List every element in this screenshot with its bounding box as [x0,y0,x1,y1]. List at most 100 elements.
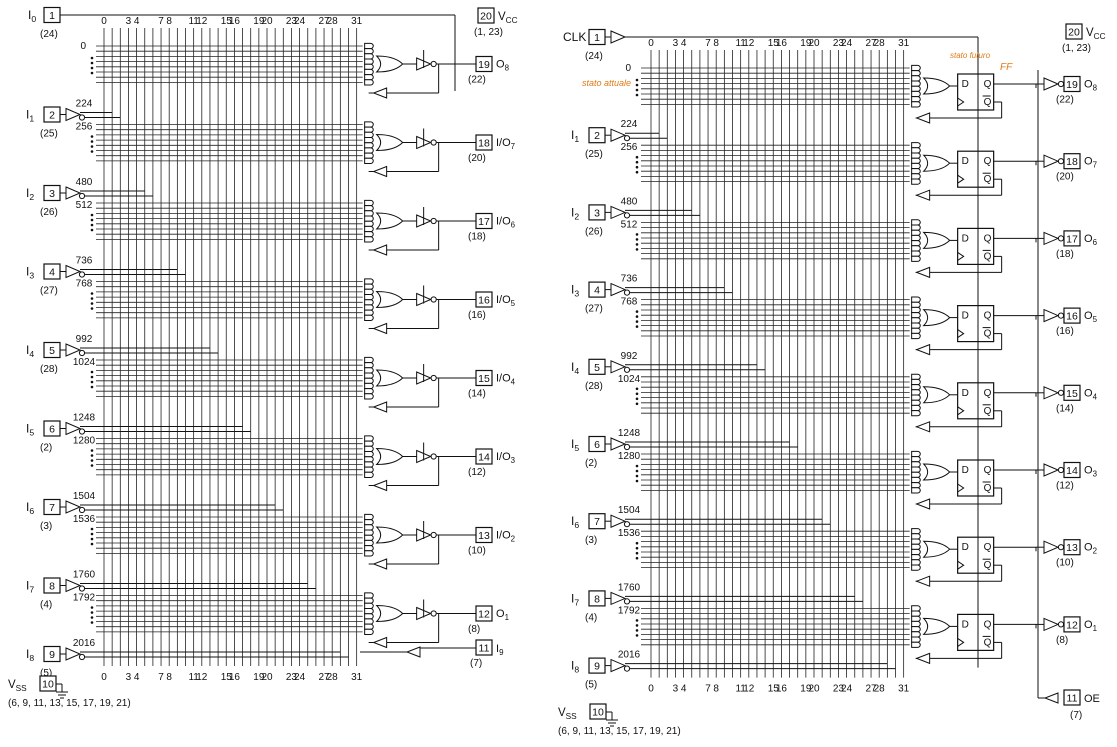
ellipsis-dot [90,375,94,379]
column-label-bottom: 0 [101,672,107,683]
input-alt-pin: (2) [585,458,597,469]
oe-label: OE [1084,693,1100,705]
product-term-block: 14 I/O3 (12) [90,435,516,492]
input-3: I3 4 (27) 736 768 [26,256,186,297]
ellipsis-dot [90,537,94,541]
pin-number: 1 [594,32,600,44]
and-gate-stack [911,142,921,185]
pin-number: 16 [1066,311,1078,323]
oe-input: 11 OE(7) [1037,70,1100,721]
input-alt-pin: (2) [40,443,52,454]
pin-number: 19 [1066,79,1078,91]
ellipsis-dot [635,464,639,468]
inverter-bubble-icon [78,271,86,278]
column-label-top: 16 [229,16,241,27]
ellipsis-dot [635,619,639,622]
oe-pin [1063,689,1081,706]
feedback-buffer-icon [915,421,931,433]
pin-number: 4 [49,267,55,279]
output-alt-pin: (10) [468,546,486,557]
and-gate-stack [911,373,921,417]
and-gate-icon [364,592,374,599]
and-gate-icon [364,393,374,400]
product-term-block: 13 I/O2 (10) [90,513,515,570]
ellipsis-dot [90,454,94,457]
ellipsis-dot [635,238,639,241]
output-buffer-icon [1043,154,1060,168]
feedback-buffer-icon [372,479,388,492]
column-label-bottom: 23 [286,672,298,683]
ellipsis-dot [635,83,639,87]
input-8: I8 9 (5) 2016 [571,650,896,691]
top-input-name: I0 [28,8,36,24]
output-label: O8 [1084,79,1098,93]
and-gate-icon [364,362,374,369]
column-label-bottom: 19 [253,672,265,683]
row-number-bottom: 768 [621,297,638,308]
column-label-top: 16 [776,38,788,49]
and-gate-icon [911,301,921,308]
row-number-bottom: 256 [76,122,93,133]
and-gate-icon [911,296,921,303]
and-gate-icon [364,471,374,478]
input-alt-pin: (3) [585,535,597,546]
input-buffer-icon [65,421,82,436]
pin-number: 7 [49,502,55,514]
and-gate-icon [911,631,921,638]
column-label-top: 12 [196,16,208,27]
and-gate-stack [911,450,921,494]
ellipsis-dot [635,320,639,323]
inverter-bubble-icon [430,217,437,225]
ellipsis-dot [635,551,639,555]
output-alt-pin: (10) [1056,558,1074,569]
and-gate-icon [911,543,921,550]
and-gate-icon [911,75,921,82]
input-8: I8 9 (5) 2016 [26,638,349,679]
pin-number: 2 [49,110,55,122]
and-gate-icon [364,283,374,290]
input-alt-pin: (25) [585,149,603,160]
input-5: I5 6 (2) 1248 1280 [571,428,798,469]
or-gate-icon [922,309,951,327]
feedback-buffer-icon [372,558,388,570]
and-gate-icon [911,219,921,226]
input-name: I1 [571,128,579,144]
inverter-bubble-icon [623,598,631,605]
and-gate-icon [911,471,921,478]
output-alt-pin: (18) [468,232,486,243]
and-gate-icon [911,317,921,324]
or-gate-icon [922,77,951,95]
feedback-buffer-icon [915,266,931,279]
top-input-alt-pin: (24) [585,51,603,62]
ellipsis-dot [90,380,94,384]
row-zero-label: 0 [625,63,631,74]
input-buffer-icon [610,360,627,374]
ff-d-label: D [962,465,969,476]
pin-number: 10 [592,707,604,719]
column-label-bottom: 16 [776,684,788,695]
product-term-block: D QQ 18 O7 (20) [635,142,1097,201]
and-gate-stack [364,356,374,400]
and-gate-icon [911,476,921,484]
input-name: I5 [571,437,579,453]
column-label-bottom: 12 [743,684,755,695]
vss: VSS 10 (6, 9, 11, 13, 15, 17, 19, 21) [8,675,131,709]
and-gate-icon [911,378,921,386]
column-label-top: 0 [648,38,654,49]
top-input: I0 1 (24) [28,6,456,91]
input-columns [650,50,905,678]
or-gate-icon [922,154,951,172]
row-number-top: 1760 [618,582,641,593]
ellipsis-dot [635,155,639,159]
ellipsis-dot [635,93,639,97]
and-gate-icon [911,564,921,571]
and-gate-icon [364,68,374,76]
ellipsis-dot [90,213,94,217]
pin-number: 4 [594,285,600,297]
column-label-bottom: 24 [294,672,306,683]
and-gate-icon [364,63,374,70]
output-pin [475,448,493,465]
product-term-block: 12 O1 (8) [90,592,510,649]
ellipsis-dot [90,449,94,452]
ellipsis-dot [635,629,639,632]
